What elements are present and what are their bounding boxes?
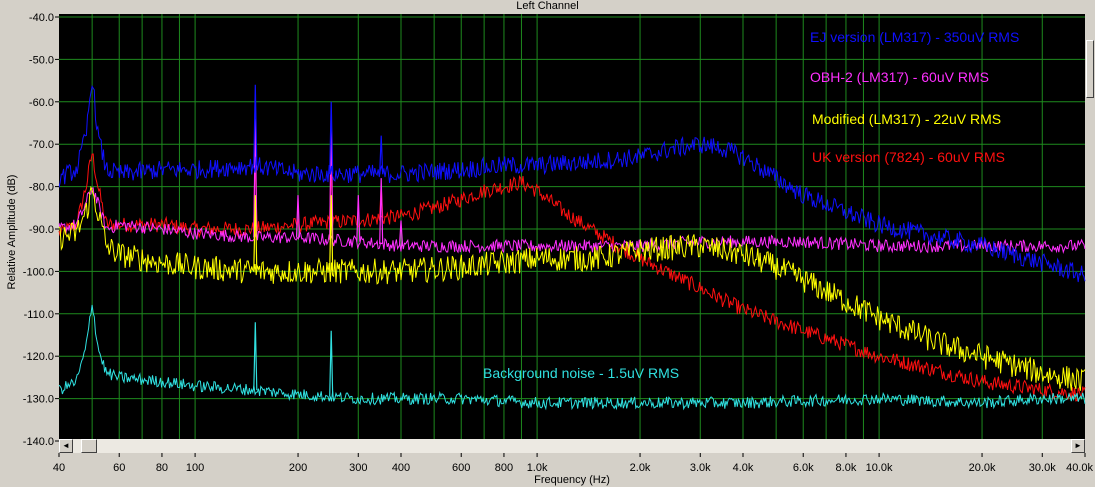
x-tick-label: 2.0k: [630, 462, 651, 474]
y-tick-label: -60.0: [29, 97, 54, 109]
x-tick-label: 100: [186, 462, 204, 474]
harmonic-peak: [329, 101, 334, 174]
x-tick-label: 30.0k: [1029, 462, 1056, 474]
x-tick-label: 3.0k: [690, 462, 711, 474]
x-tick-label: 10.0k: [866, 462, 893, 474]
harmonic-peak: [253, 322, 258, 391]
legend-entry: UK version (7824) - 60uV RMS: [812, 149, 1005, 165]
harmonic-peak: [253, 118, 258, 238]
legend-entry: Modified (LM317) - 22uV RMS: [812, 111, 1001, 127]
x-tick-label: 40.0k: [1066, 462, 1093, 474]
legend-entry: EJ version (LM317) - 350uV RMS: [810, 29, 1019, 45]
vertical-scroll-handle[interactable]: [1086, 40, 1094, 98]
series-line-1: [58, 187, 1086, 254]
grid: [59, 14, 1085, 442]
y-tick-label: -100.0: [23, 266, 54, 278]
horizontal-scrollbar[interactable]: ◄ ►: [59, 439, 1085, 453]
series-line-2: [58, 185, 1086, 391]
y-axis-label: Relative Amplitude (dB): [6, 175, 18, 290]
x-axis-label: Frequency (Hz): [534, 474, 610, 486]
y-axis-ticks: -40.0 -50.0 -60.0 -70.0 -80.0 -90.0 -100.0 -110…: [23, 12, 59, 448]
y-tick-label: -80.0: [29, 182, 54, 194]
y-tick-label: -70.0: [29, 139, 54, 151]
harmonic-peak: [329, 330, 334, 397]
legend: EJ version (LM317) - 350uV RMS OBH-2 (LM3…: [483, 29, 1019, 381]
x-tick-label: 300: [349, 462, 367, 474]
x-tick-label: 80: [156, 462, 168, 474]
x-axis-ticks: 40 60 80 100 200 300 400 600 800 1.0k 2.0k 3.0k 4.0k…: [53, 453, 1093, 474]
scrollbar-thumb[interactable]: [81, 439, 97, 453]
legend-entry: OBH-2 (LM317) - 60uV RMS: [810, 69, 989, 85]
x-tick-label: 800: [495, 462, 513, 474]
harmonic-peak: [379, 178, 384, 245]
x-tick-label: 200: [289, 462, 307, 474]
x-tick-label: 40: [53, 462, 65, 474]
y-tick-label: -110.0: [24, 309, 54, 321]
x-tick-label: 20.0k: [969, 462, 996, 474]
y-tick-label: -120.0: [23, 351, 54, 363]
x-tick-label: 600: [452, 462, 470, 474]
y-tick-label: -90.0: [29, 224, 54, 236]
scroll-right-arrow-icon[interactable]: ►: [1071, 439, 1085, 453]
harmonic-peak: [329, 195, 334, 272]
harmonic-peak: [253, 195, 258, 272]
scroll-left-arrow-icon[interactable]: ◄: [59, 439, 73, 453]
series-line-3: [58, 153, 1086, 402]
y-tick-label: -140.0: [23, 436, 54, 448]
x-tick-label: 60: [113, 462, 125, 474]
y-tick-label: -50.0: [29, 54, 54, 66]
window-title: Left Channel: [516, 0, 579, 12]
harmonic-peak: [295, 195, 301, 238]
harmonic-peak: [356, 195, 361, 242]
harmonic-peak: [253, 84, 258, 166]
x-tick-label: 4.0k: [733, 462, 754, 474]
y-tick-label: -130.0: [23, 394, 54, 406]
x-tick-label: 8.0k: [836, 462, 857, 474]
legend-entry: Background noise - 1.5uV RMS: [483, 365, 679, 381]
series-layer: [58, 84, 1086, 411]
harmonic-peak: [398, 220, 404, 247]
series-line-4: [58, 304, 1086, 411]
harmonic-peak: [379, 135, 384, 174]
series-line-0: [58, 84, 1086, 283]
y-tick-label: -40.0: [29, 12, 54, 24]
x-tick-label: 1.0k: [527, 462, 548, 474]
x-tick-label: 6.0k: [793, 462, 814, 474]
x-tick-label: 400: [392, 462, 410, 474]
